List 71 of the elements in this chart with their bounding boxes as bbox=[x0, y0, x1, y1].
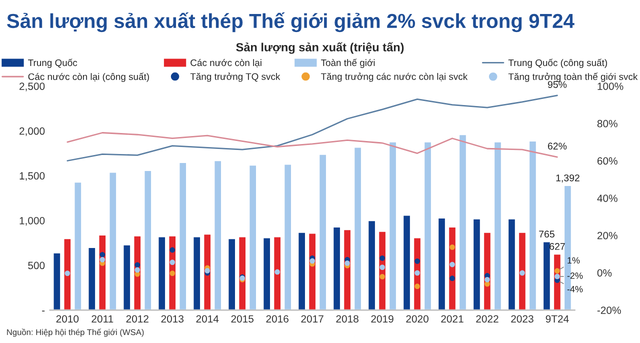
y-tick-label: 2,500 bbox=[20, 82, 45, 92]
point bbox=[380, 274, 385, 280]
legend-label: Tăng trưởng TQ svck bbox=[190, 72, 280, 82]
y-tick-label: 500 bbox=[28, 262, 45, 270]
point bbox=[554, 274, 560, 280]
x-tick-label: 2023 bbox=[511, 315, 534, 323]
point bbox=[170, 270, 176, 276]
data-label: 765 bbox=[539, 230, 554, 238]
legend-label: Trung Quốc (công suất) bbox=[508, 58, 607, 68]
y-tick-label: 1,500 bbox=[20, 172, 45, 181]
point bbox=[344, 260, 350, 266]
point bbox=[170, 247, 176, 253]
chart-subtitle: Sản lượng sản xuất (triệu tấn) bbox=[236, 42, 404, 54]
x-tick-label: 2016 bbox=[266, 315, 288, 323]
y2-tick-label: 80% bbox=[597, 120, 618, 128]
point bbox=[450, 276, 455, 282]
x-tick-label: 2022 bbox=[476, 315, 498, 323]
y2-tick-label: -20% bbox=[597, 306, 621, 314]
data-label: 95% bbox=[548, 81, 567, 88]
point bbox=[100, 256, 106, 262]
y2-tick-label: 40% bbox=[597, 194, 618, 202]
data-label: 62% bbox=[548, 142, 567, 150]
point bbox=[170, 260, 176, 265]
y-tick-label: - bbox=[42, 310, 45, 312]
point bbox=[554, 268, 560, 274]
x-tick-label: 2015 bbox=[231, 315, 254, 323]
point bbox=[520, 270, 525, 276]
point bbox=[450, 244, 455, 250]
x-tick-label: 2017 bbox=[301, 315, 324, 323]
y2-tick-label: 20% bbox=[597, 232, 618, 240]
point bbox=[414, 270, 420, 276]
y2-tick-label: 0% bbox=[597, 269, 612, 277]
y-tick-label: 2,000 bbox=[20, 127, 45, 136]
point bbox=[134, 267, 140, 273]
y2-tick-label: 100% bbox=[598, 82, 624, 90]
point bbox=[100, 252, 106, 258]
point bbox=[414, 284, 420, 290]
x-tick-label: 2010 bbox=[56, 315, 79, 323]
chart-title: Sản lượng sản xuất thép Thế giới giảm 2% svck trong 9T24 bbox=[6, 12, 574, 32]
legend-label: Trung Quốc bbox=[28, 58, 78, 68]
point bbox=[380, 264, 385, 270]
data-label: 1,392 bbox=[556, 174, 580, 183]
point bbox=[64, 270, 70, 276]
x-tick-label: 2019 bbox=[371, 315, 394, 323]
legend-label: Các nước còn lại (công suất) bbox=[28, 72, 149, 82]
point bbox=[484, 276, 490, 282]
y-tick-label: 1,000 bbox=[20, 216, 45, 226]
text: Nguồn: Hiệp hội thép Thế giới (WSA) bbox=[7, 328, 144, 337]
legend-label: Các nước còn lại bbox=[190, 59, 262, 68]
data-label: 1% bbox=[568, 257, 580, 264]
x-tick-label: 2014 bbox=[196, 315, 219, 323]
point bbox=[274, 269, 280, 275]
x-tick-label: 2020 bbox=[406, 315, 428, 323]
legend-label: Toàn thế giới bbox=[320, 58, 375, 68]
y2-tick-label: 60% bbox=[597, 157, 618, 165]
legend-label: Tăng trưởng toàn thế giới svck bbox=[508, 72, 638, 82]
point bbox=[134, 262, 140, 268]
x-tick-label: 2012 bbox=[126, 315, 148, 323]
point bbox=[414, 258, 420, 264]
data-label: -4% bbox=[567, 286, 583, 292]
x-tick-label: 2018 bbox=[336, 315, 358, 323]
x-tick-label: 9T24 bbox=[546, 315, 569, 323]
x-tick-label: 2021 bbox=[441, 315, 464, 323]
legend-label: Tăng trưởng các nước còn lại svck bbox=[320, 72, 468, 82]
x-tick-label: 2011 bbox=[92, 315, 114, 323]
data-label: -2% bbox=[567, 272, 583, 279]
point bbox=[380, 255, 385, 261]
point bbox=[450, 262, 455, 268]
x-tick-label: 2013 bbox=[161, 315, 184, 323]
point bbox=[310, 258, 316, 264]
point bbox=[204, 268, 210, 274]
